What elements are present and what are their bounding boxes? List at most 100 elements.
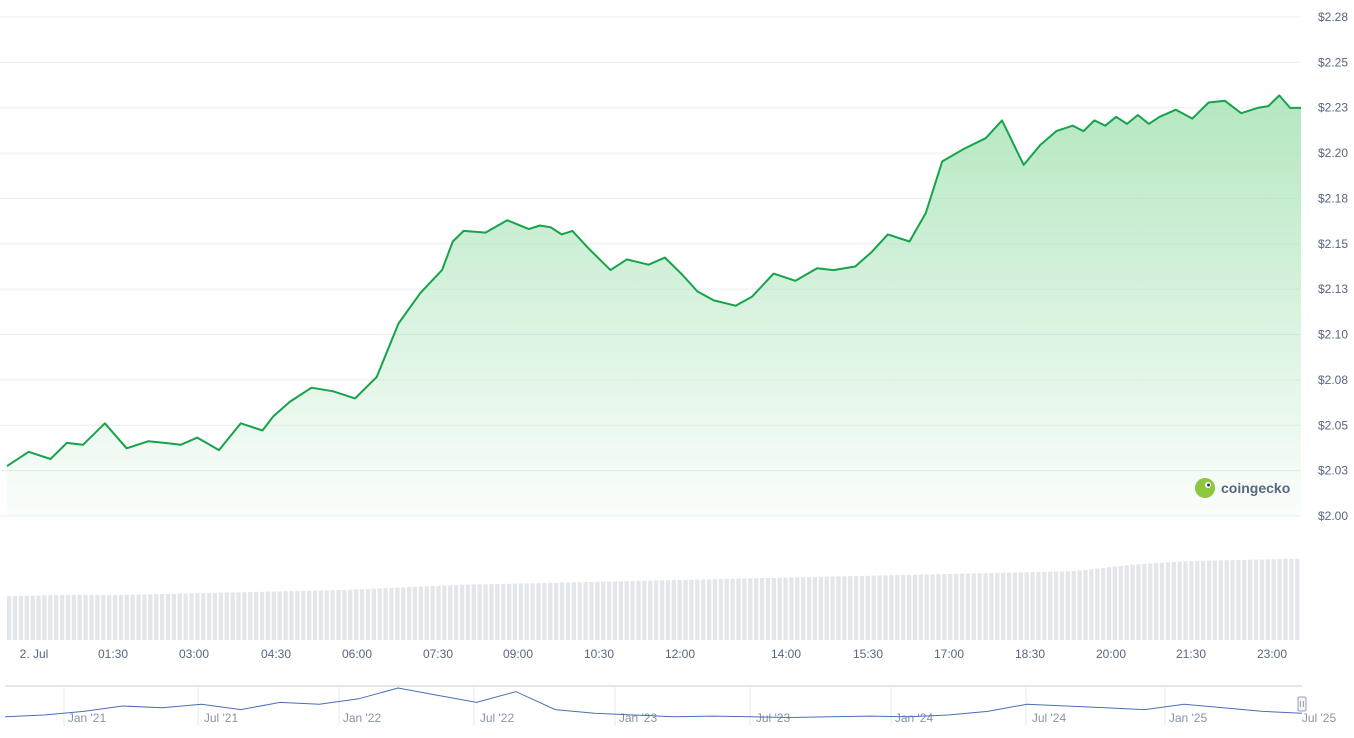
volume-bar	[289, 591, 294, 640]
volume-bar	[1106, 567, 1112, 640]
navigator-tick-label: Jan '22	[343, 711, 382, 725]
volume-bar	[1071, 571, 1076, 640]
volume-bar	[130, 594, 135, 640]
volume-bar	[1095, 568, 1100, 640]
volume-bar	[659, 580, 665, 640]
volume-bar	[136, 594, 141, 640]
volume-bar	[54, 595, 59, 640]
x-tick-label: 14:00	[771, 647, 801, 661]
volume-bar	[418, 586, 424, 640]
volume-bar	[924, 574, 929, 640]
navigator-tick-label: Jan '24	[895, 711, 934, 725]
navigator[interactable]: Jan '21 Jul '21 Jan '22 Jul '22 Jan '23 Jul '…	[4, 685, 1336, 726]
volume-bar	[901, 574, 906, 640]
volume-bar	[501, 583, 506, 640]
navigator-handle[interactable]	[1297, 696, 1307, 712]
volume-bar	[1218, 560, 1223, 640]
volume-bar	[965, 573, 971, 640]
volume-bar	[995, 572, 1000, 640]
volume-bar	[1036, 571, 1041, 640]
volume-bar	[1271, 559, 1276, 640]
volume-bar	[795, 577, 800, 640]
volume-bar	[677, 579, 682, 640]
volume-bar	[730, 578, 735, 640]
volume-bar	[636, 580, 641, 640]
volume-bar	[571, 582, 576, 640]
volume-bar	[706, 579, 712, 640]
volume-bar	[1153, 563, 1159, 640]
x-tick-label: 23:00	[1257, 647, 1287, 661]
x-tick-label: 15:30	[853, 647, 883, 661]
x-tick-label: 07:30	[423, 647, 453, 661]
volume-bar	[595, 581, 600, 640]
volume-bar	[1059, 571, 1065, 640]
volume-bar	[871, 575, 876, 640]
volume-bar	[1136, 564, 1141, 640]
brand-name: coingecko	[1221, 480, 1290, 496]
volume-bar	[718, 579, 723, 640]
volume-bar	[583, 582, 588, 640]
gecko-logo-icon	[1195, 478, 1215, 498]
volume-bar	[1253, 559, 1259, 640]
volume-bar	[95, 594, 100, 640]
volume-bar	[842, 576, 847, 640]
volume-bar	[112, 594, 118, 640]
volume-bar	[165, 593, 171, 640]
volume-bar	[330, 590, 335, 640]
volume-bar	[542, 582, 547, 640]
volume-bar	[59, 595, 65, 640]
volume-bar	[959, 573, 965, 640]
volume-bar	[1148, 563, 1153, 640]
volume-bar	[953, 573, 959, 640]
volume-bar	[506, 583, 512, 640]
volume-bar	[89, 594, 94, 640]
navigator-tick-label: Jan '25	[1169, 711, 1208, 725]
volume-bar	[806, 577, 812, 640]
volume-bar	[24, 595, 29, 640]
navigator-line	[4, 687, 1303, 719]
volume-bar	[154, 594, 159, 640]
y-tick-label: $2.08	[1318, 373, 1348, 387]
volume-bar	[206, 592, 212, 640]
volume-bar	[471, 584, 476, 640]
volume-bar	[812, 576, 818, 640]
volume-bar	[1118, 565, 1123, 640]
navigator-tick-label: Jul '24	[1032, 711, 1067, 725]
volume-bar	[1012, 572, 1018, 640]
volume-bar	[789, 577, 794, 640]
volume-bar	[630, 581, 635, 640]
volume-bar	[218, 592, 224, 640]
volume-bar	[383, 588, 388, 640]
volume-bar	[971, 573, 976, 640]
volume-bar	[836, 576, 841, 640]
volume-bar	[548, 582, 553, 640]
volume-bar	[101, 594, 106, 640]
volume-bar	[518, 583, 524, 640]
volume-bar	[918, 574, 923, 640]
volume-bar	[1283, 558, 1288, 640]
volume-bar	[377, 588, 382, 640]
volume-bar	[642, 580, 647, 640]
volume-bar	[671, 580, 676, 640]
x-tick-label: 12:00	[665, 647, 695, 661]
volume-bar	[365, 588, 371, 640]
volume-bar	[1165, 562, 1171, 640]
y-tick-label: $2.28	[1318, 10, 1348, 24]
volume-bar	[336, 590, 341, 640]
volume-bar	[30, 595, 35, 640]
volume-bar	[401, 587, 406, 640]
y-tick-label: $2.25	[1318, 55, 1348, 69]
volume-bar	[1224, 560, 1229, 640]
volume-bar	[354, 589, 359, 640]
volume-bar	[1171, 561, 1176, 640]
volume-bar	[295, 591, 300, 640]
volume-bar	[665, 580, 671, 640]
volume-bar	[277, 591, 282, 640]
volume-bar	[824, 576, 829, 640]
volume-bar	[248, 592, 253, 640]
y-tick-label: $2.15	[1318, 237, 1348, 251]
navigator-tick-label: Jan '23	[619, 711, 658, 725]
volume-bar	[853, 576, 859, 640]
volume-bar	[236, 592, 241, 640]
volume-bar	[7, 596, 12, 640]
